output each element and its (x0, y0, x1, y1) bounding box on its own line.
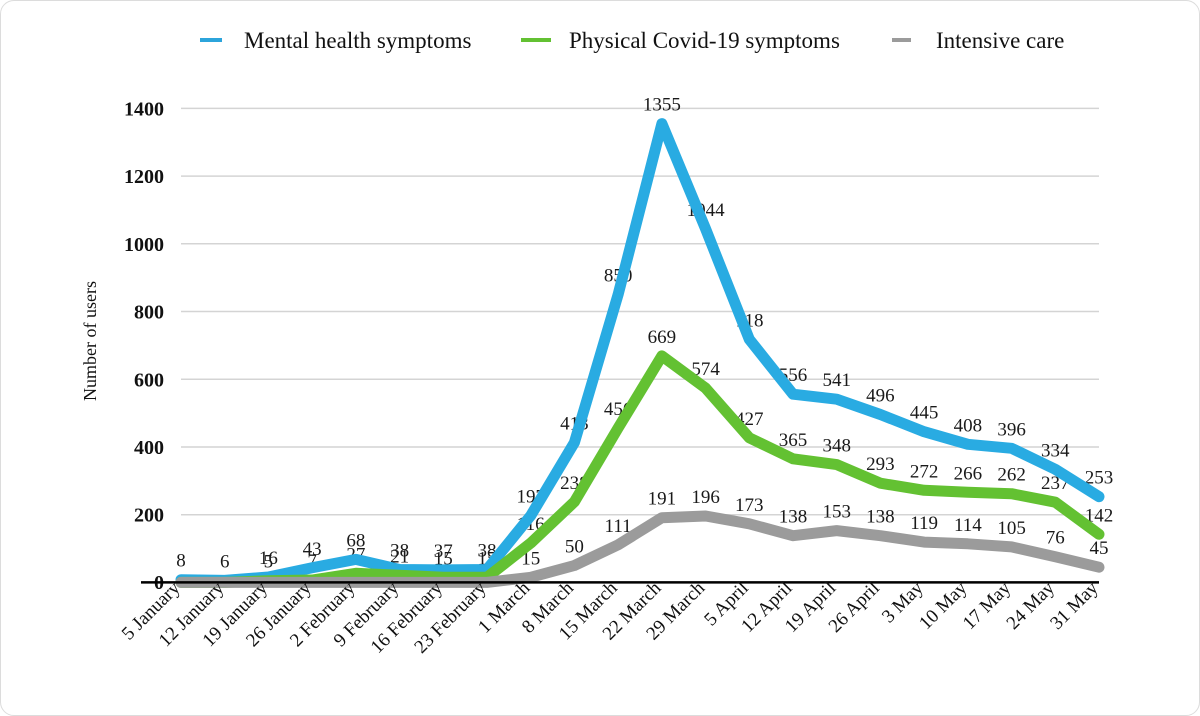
svg-text:45: 45 (1090, 538, 1109, 559)
svg-text:6: 6 (220, 551, 230, 572)
svg-text:191: 191 (648, 489, 677, 510)
svg-text:365: 365 (779, 430, 808, 451)
svg-text:400: 400 (134, 437, 164, 459)
svg-text:50: 50 (565, 537, 584, 558)
svg-text:153: 153 (822, 502, 851, 523)
svg-text:669: 669 (648, 327, 677, 348)
svg-text:541: 541 (822, 370, 851, 391)
svg-text:Physical Covid-19 symptoms: Physical Covid-19 symptoms (569, 28, 840, 53)
svg-text:1000: 1000 (124, 234, 164, 256)
svg-text:293: 293 (866, 454, 895, 475)
svg-text:Number of users: Number of users (80, 281, 100, 401)
svg-text:24 May: 24 May (1003, 577, 1060, 634)
svg-text:76: 76 (1046, 528, 1065, 549)
svg-text:800: 800 (134, 302, 164, 324)
svg-text:Mental health symptoms: Mental health symptoms (244, 28, 471, 53)
svg-text:262: 262 (997, 465, 1026, 486)
svg-text:138: 138 (779, 507, 808, 528)
svg-text:138: 138 (866, 507, 895, 528)
svg-text:1400: 1400 (124, 98, 164, 120)
svg-text:17 May: 17 May (959, 577, 1016, 634)
svg-text:348: 348 (822, 436, 851, 457)
svg-text:496: 496 (866, 386, 895, 407)
svg-text:8: 8 (176, 551, 186, 572)
svg-text:445: 445 (910, 403, 939, 424)
svg-text:200: 200 (134, 505, 164, 527)
svg-text:408: 408 (954, 415, 983, 436)
svg-text:600: 600 (134, 369, 164, 391)
svg-text:5: 5 (264, 552, 274, 573)
svg-text:272: 272 (910, 461, 939, 482)
svg-text:1355: 1355 (643, 95, 681, 116)
svg-text:334: 334 (1041, 440, 1070, 461)
svg-text:105: 105 (997, 518, 1026, 539)
svg-text:114: 114 (954, 515, 982, 536)
svg-text:119: 119 (910, 513, 938, 534)
svg-text:266: 266 (954, 463, 983, 484)
svg-text:31 May: 31 May (1046, 577, 1103, 634)
svg-text:173: 173 (735, 495, 764, 516)
svg-text:196: 196 (691, 487, 720, 508)
svg-text:Intensive care: Intensive care (936, 28, 1064, 53)
svg-text:1200: 1200 (124, 166, 164, 188)
svg-text:10 May: 10 May (915, 577, 972, 634)
svg-text:396: 396 (997, 419, 1026, 440)
